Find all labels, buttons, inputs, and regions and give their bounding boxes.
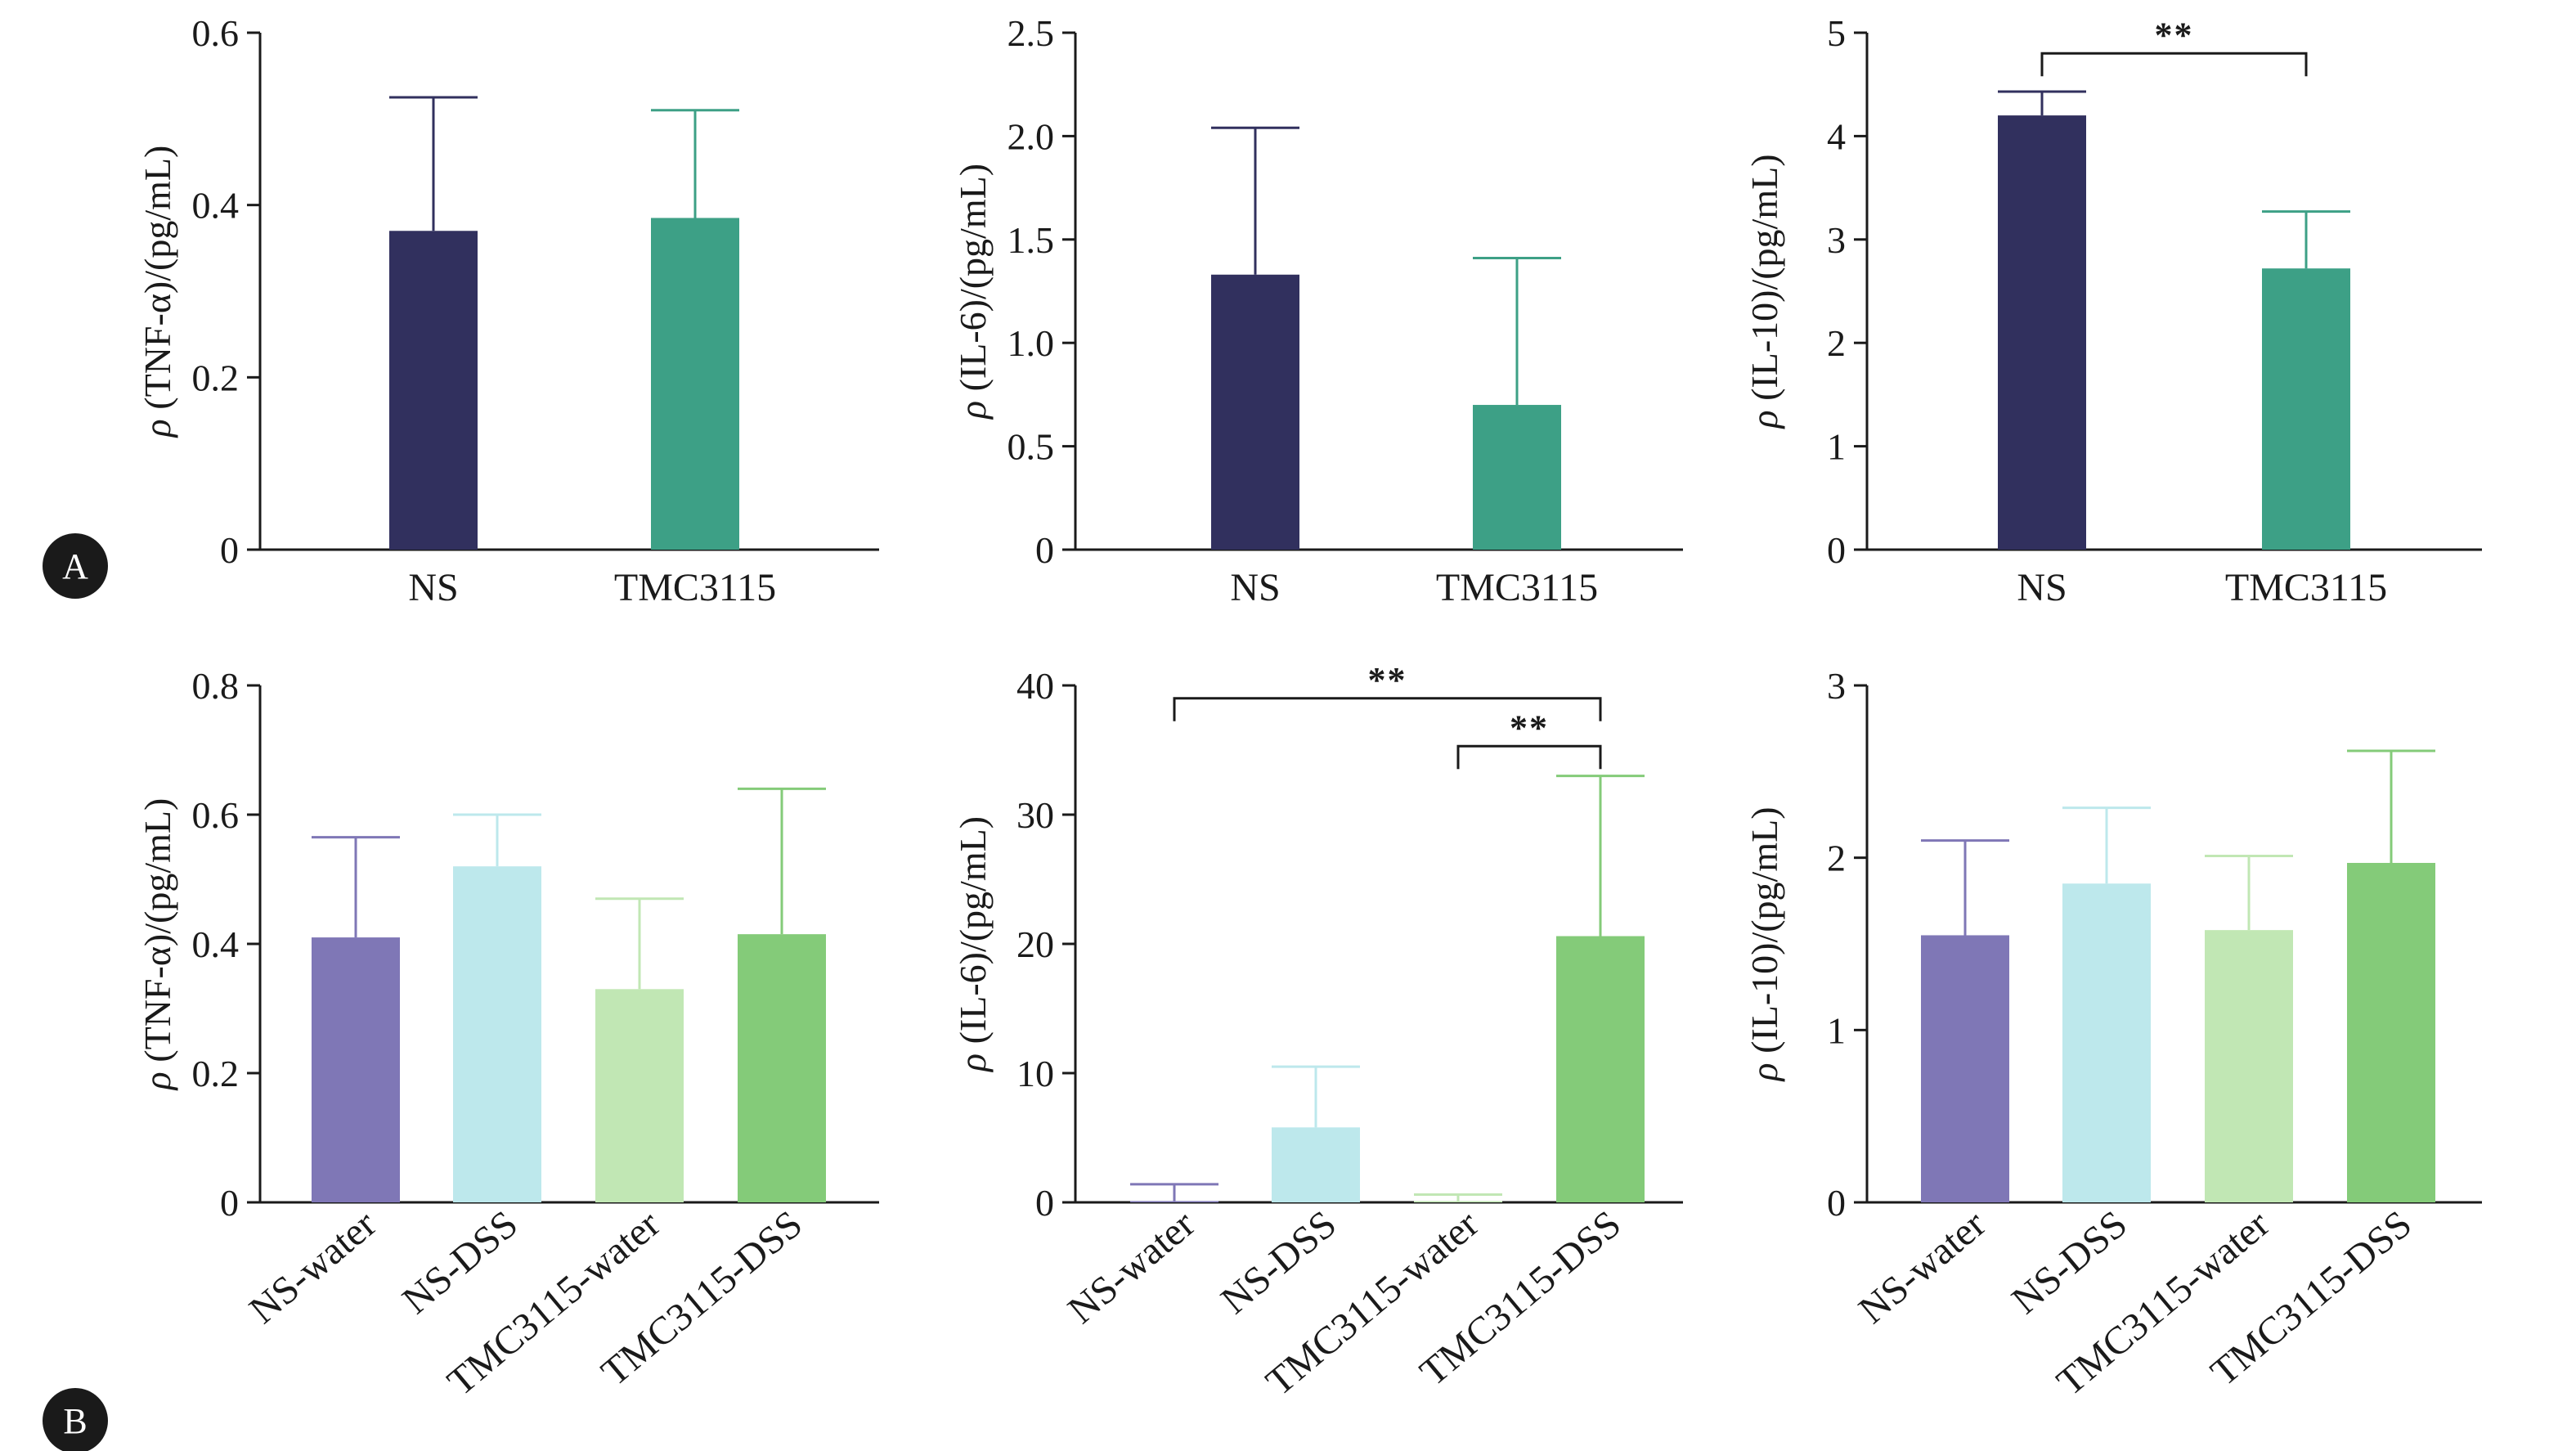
panel-b-circle <box>43 1388 108 1451</box>
panel-b-badge: B <box>43 1388 108 1451</box>
x-tick-label: NS-water <box>241 1202 384 1332</box>
y-tick-label: 10 <box>1016 1053 1054 1094</box>
y-tick-label: 20 <box>1016 923 1054 965</box>
x-tick-label: NS <box>408 566 458 609</box>
y-axis-label: ρ (IL-10)/(pg/mL) <box>1744 806 1785 1082</box>
y-tick-label: 3 <box>1827 219 1846 261</box>
significance-label: ** <box>1510 708 1549 748</box>
bar <box>595 989 684 1202</box>
bar <box>651 218 739 550</box>
y-axis-label-text: (IL-10)/(pg/mL) <box>1744 154 1785 410</box>
significance-label: ** <box>1368 660 1407 700</box>
bar <box>1473 405 1561 550</box>
bar <box>2205 930 2293 1202</box>
panel-a-letter: A <box>62 546 88 586</box>
panel-a-circle <box>43 533 108 599</box>
chart-A-IL10: 0 1 2 3 4 5 ρ (IL-10)/(pg/mL) NS TMC3115 ** <box>1744 12 2482 609</box>
y-tick-label: 2 <box>1827 322 1846 364</box>
y-tick-label: 0.4 <box>192 185 240 227</box>
y-tick-label: 1 <box>1827 426 1846 468</box>
x-tick-label: TMC3115 <box>614 566 776 609</box>
bar <box>453 866 541 1202</box>
y-axis-label: ρ (IL-6)/(pg/mL) <box>952 164 994 420</box>
y-tick-label: 5 <box>1827 12 1846 54</box>
bar <box>389 231 478 550</box>
charts-container: 0 0.2 0.4 0.6 ρ (TNF-α)/(pg/mL) NS TMC3115 0 0.5… <box>137 12 2482 1404</box>
chart-A-IL6: 0 0.5 1.0 1.5 2.0 2.5 ρ (IL-6)/(pg/mL) NS TMC311… <box>952 12 1683 609</box>
bar <box>1414 1201 1502 1202</box>
y-axis-label-rho: ρ <box>137 419 178 438</box>
bar <box>1921 935 2009 1202</box>
y-axis-label: ρ (IL-10)/(pg/mL) <box>1744 154 1785 429</box>
y-tick-label: 0 <box>1827 529 1846 571</box>
y-tick-label: 0 <box>1035 529 1054 571</box>
y-axis-label-text: (IL-6)/(pg/mL) <box>952 816 994 1053</box>
y-tick-label: 0.2 <box>192 357 240 398</box>
bar <box>1211 274 1299 550</box>
y-tick-label: 0 <box>1827 1182 1846 1224</box>
bar <box>2062 883 2151 1202</box>
x-tick-label: TMC3115 <box>2225 566 2387 609</box>
significance-bracket <box>1173 697 1602 721</box>
y-tick-label: 0 <box>220 1182 239 1224</box>
y-axis-label-rho: ρ <box>1744 1062 1785 1082</box>
bar <box>2262 268 2350 550</box>
bar <box>312 937 400 1202</box>
x-tick-label: NS-DSS <box>1213 1202 1344 1323</box>
x-tick-label: NS-DSS <box>394 1202 526 1323</box>
y-tick-label: 1 <box>1827 1009 1846 1051</box>
x-tick-label: NS-DSS <box>2004 1202 2135 1323</box>
chart-A-TNF: 0 0.2 0.4 0.6 ρ (TNF-α)/(pg/mL) NS TMC3115 <box>137 12 879 609</box>
y-axis-label: ρ (TNF-α)/(pg/mL) <box>137 146 178 439</box>
bar <box>2347 862 2435 1202</box>
y-tick-label: 0.8 <box>192 665 240 707</box>
y-axis-label: ρ (TNF-α)/(pg/mL) <box>137 798 178 1092</box>
y-tick-label: 0.4 <box>192 923 240 965</box>
y-axis-label: ρ (IL-6)/(pg/mL) <box>952 816 994 1073</box>
y-axis-label-text: (TNF-α)/(pg/mL) <box>137 146 178 420</box>
y-axis-label-rho: ρ <box>137 1071 178 1091</box>
x-tick-label: NS-water <box>1060 1202 1203 1332</box>
y-axis-label-rho: ρ <box>952 401 994 420</box>
y-axis-label-text: (TNF-α)/(pg/mL) <box>137 798 178 1072</box>
significance-bracket <box>1456 744 1602 770</box>
y-tick-label: 0 <box>220 529 239 571</box>
x-tick-label: NS <box>2017 566 2067 609</box>
y-axis-label-rho: ρ <box>1744 410 1785 429</box>
y-axis-label-rho: ρ <box>952 1053 994 1073</box>
y-tick-label: 0.2 <box>192 1053 240 1094</box>
panel-a-badge: A <box>43 533 108 599</box>
y-axis-label-text: (IL-6)/(pg/mL) <box>952 164 994 401</box>
y-tick-label: 30 <box>1016 794 1054 836</box>
y-tick-label: 0.6 <box>192 794 240 836</box>
panel-b-letter: B <box>63 1401 87 1441</box>
bar <box>1998 115 2086 550</box>
y-tick-label: 1.0 <box>1008 322 1055 364</box>
y-axis-label-text: (IL-10)/(pg/mL) <box>1744 806 1785 1062</box>
x-tick-label: TMC3115 <box>1436 566 1598 609</box>
significance-bracket <box>2040 52 2308 77</box>
y-tick-label: 1.5 <box>1008 219 1055 261</box>
y-tick-label: 2.0 <box>1008 115 1055 157</box>
chart-B-TNF: 0 0.2 0.4 0.6 0.8 ρ (TNF-α)/(pg/mL) NS-water NS… <box>137 665 879 1404</box>
y-tick-label: 0.5 <box>1008 426 1055 468</box>
bar <box>738 934 826 1202</box>
y-tick-label: 4 <box>1827 115 1846 157</box>
y-tick-label: 0 <box>1035 1182 1054 1224</box>
bar <box>1130 1201 1218 1202</box>
x-tick-label: NS-water <box>1851 1202 1994 1332</box>
y-tick-label: 0.6 <box>192 12 240 54</box>
y-tick-label: 2.5 <box>1008 12 1055 54</box>
y-tick-label: 3 <box>1827 665 1846 707</box>
bar <box>1556 936 1645 1202</box>
bar <box>1272 1127 1360 1202</box>
y-tick-label: 2 <box>1827 838 1846 879</box>
x-tick-label: NS <box>1230 566 1280 609</box>
y-tick-label: 40 <box>1016 665 1054 707</box>
significance-label: ** <box>2155 15 2194 55</box>
